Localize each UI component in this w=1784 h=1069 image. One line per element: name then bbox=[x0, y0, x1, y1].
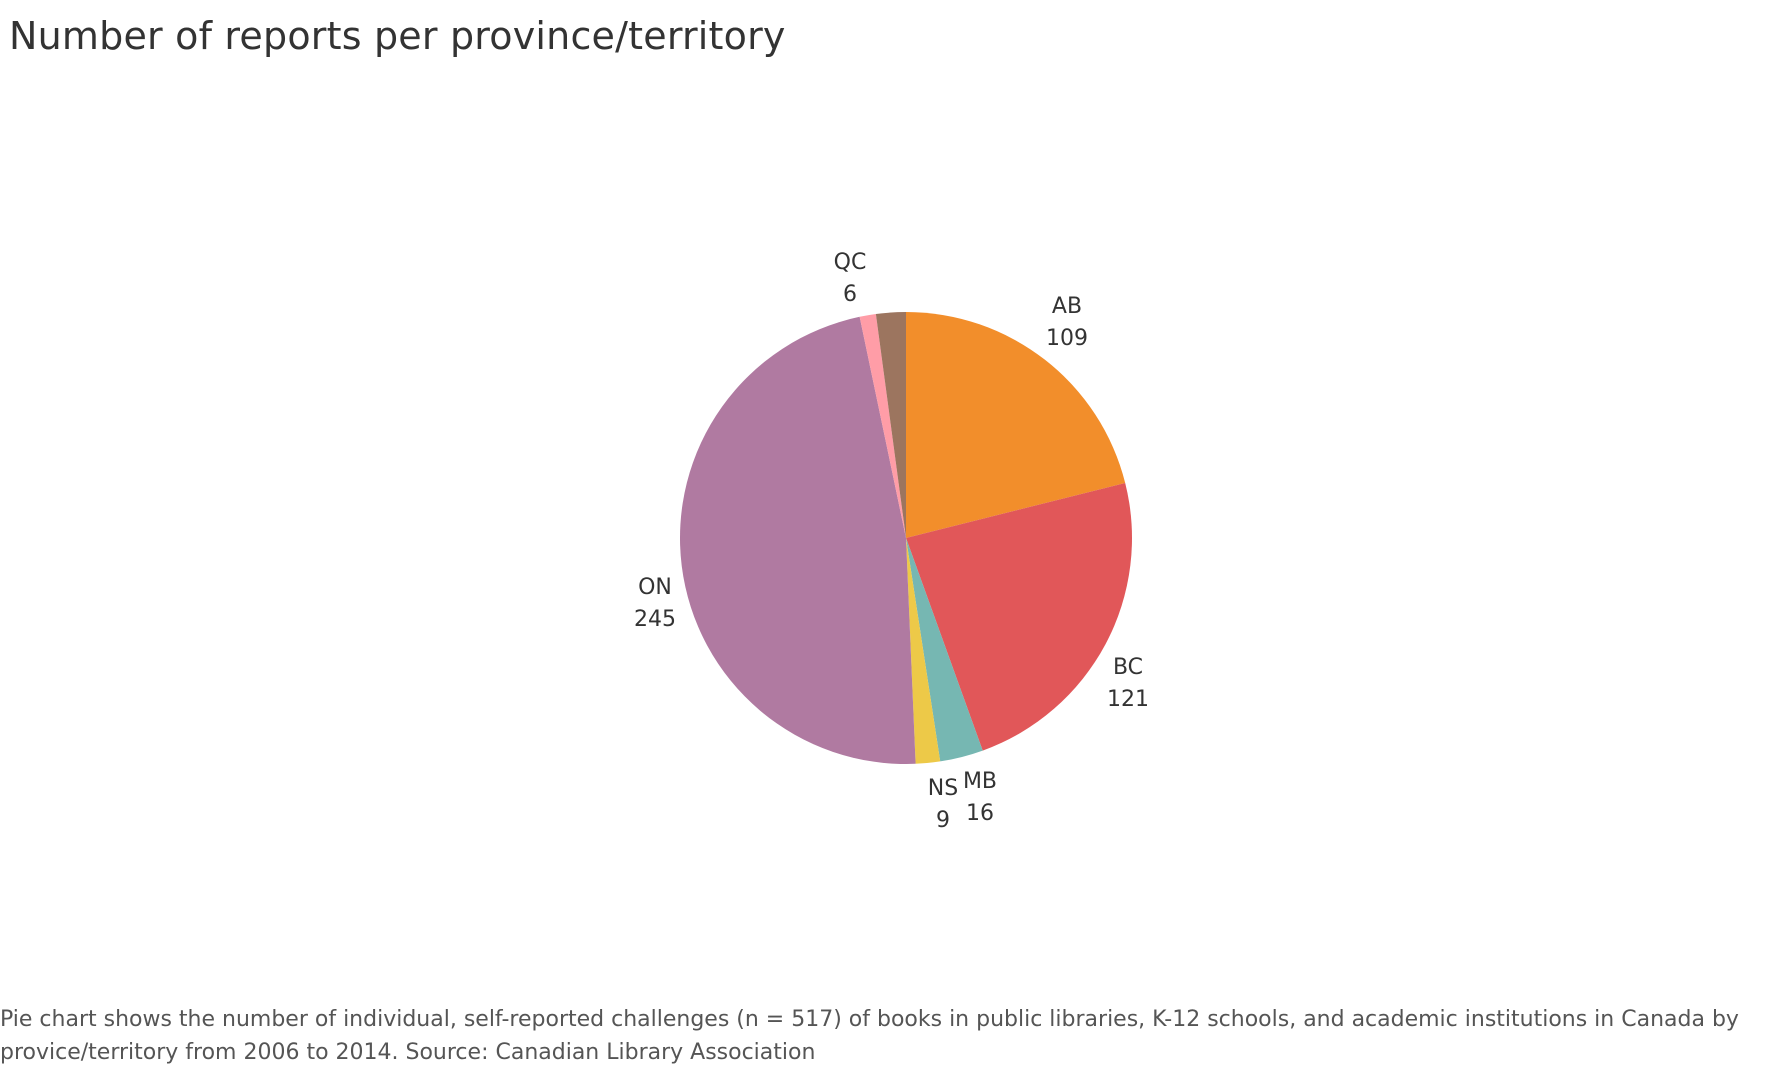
pie-labels: AB 109 BC 121 MB 16 NS 9 ON 245 QC 6 bbox=[634, 250, 1149, 833]
pie-slice-mb bbox=[906, 538, 983, 762]
pie-slices bbox=[679, 312, 1132, 765]
slice-label-on: ON bbox=[638, 575, 672, 600]
slice-value-bc: 121 bbox=[1107, 687, 1149, 712]
slice-value-ab: 109 bbox=[1046, 326, 1088, 351]
slice-value-qc: 6 bbox=[843, 282, 857, 307]
slice-value-ns: 9 bbox=[936, 808, 950, 833]
chart-caption: Pie chart shows the number of individual… bbox=[0, 1007, 1739, 1065]
slice-label-qc: QC bbox=[834, 250, 867, 275]
slice-value-mb: 16 bbox=[966, 801, 994, 826]
pie-slice-on bbox=[679, 316, 916, 765]
slice-label-mb: MB bbox=[963, 769, 997, 794]
slice-label-ns: NS bbox=[928, 776, 958, 801]
pie-slice-bc bbox=[906, 482, 1132, 751]
slice-label-ab: AB bbox=[1052, 294, 1082, 319]
pie-slice-qc bbox=[859, 314, 906, 538]
pie-slice-ab bbox=[906, 312, 1126, 538]
chart-title: Number of reports per province/territory bbox=[9, 14, 786, 58]
pie-slice-ns bbox=[906, 538, 941, 764]
slice-value-on: 245 bbox=[634, 607, 676, 632]
pie-slice-unlabeled bbox=[875, 312, 906, 538]
slice-label-bc: BC bbox=[1113, 655, 1143, 680]
